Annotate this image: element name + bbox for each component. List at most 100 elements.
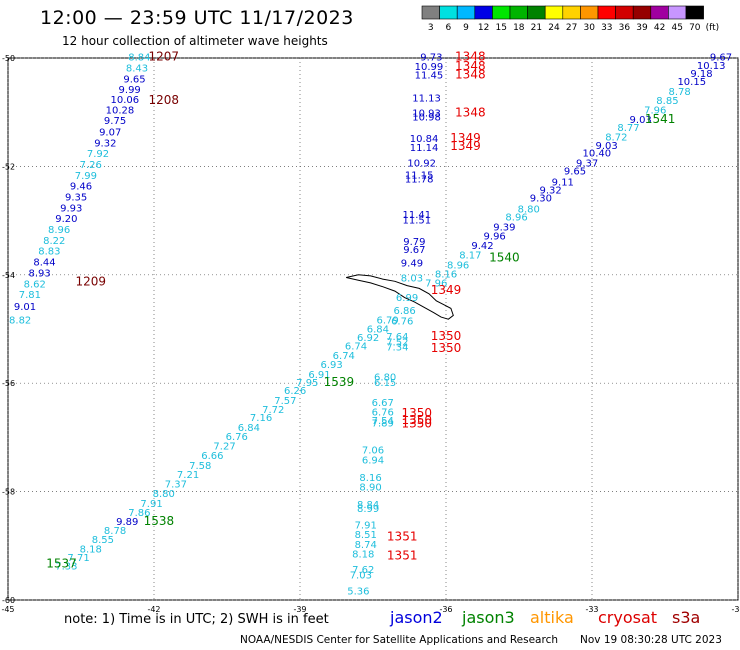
wave-height-value: 8.16 [435, 270, 457, 281]
south-georgia-coastline [346, 274, 454, 320]
colorbar-swatch [439, 5, 458, 20]
colorbar-label: 3 [428, 23, 434, 33]
wave-height-value: 6.79 [376, 316, 398, 327]
wave-height-value: 10.98 [412, 112, 441, 123]
pass-number-label: 1348 [455, 68, 486, 82]
wave-height-value: 9.46 [70, 182, 92, 193]
wave-height-value: 9.67 [710, 53, 732, 64]
pass-number-label: 1350 [402, 417, 433, 431]
wave-height-value: 9.39 [493, 222, 515, 233]
colorbar-swatch [527, 5, 546, 20]
wave-height-value: 7.95 [296, 378, 318, 389]
mission-cryosat: cryosat [598, 608, 658, 627]
colorbar-label: 12 [478, 23, 489, 33]
colorbar-label: 15 [495, 23, 506, 33]
wave-height-value: 8.18 [80, 544, 102, 555]
wave-height-value: 9.32 [94, 138, 116, 149]
footer-note: note: 1) Time is in UTC; 2) SWH is in fe… [64, 612, 329, 627]
pass-number-label: 1350 [402, 406, 433, 420]
wave-height-value: 11.41 [402, 210, 431, 221]
wave-height-value: 9.01 [14, 302, 36, 313]
pass-number-label: 1350 [402, 413, 433, 427]
longitude-tick-label: -33 [585, 605, 598, 614]
latitude-tick-label: -58 [2, 488, 15, 497]
wave-height-value: 11.13 [412, 93, 441, 104]
colorbar-swatch [492, 5, 511, 20]
wave-height-value: 7.21 [177, 470, 199, 481]
colorbar-label: 42 [654, 23, 665, 33]
wave-height-value: 6.26 [284, 386, 306, 397]
wave-height-value: 9.03 [630, 115, 652, 126]
wave-height-value: 8.85 [656, 96, 678, 107]
island-outline [346, 274, 454, 320]
pass-number-label: 1349 [450, 131, 481, 145]
wave-height-value: 8.90 [359, 483, 381, 494]
wave-height-value: 9.96 [484, 232, 506, 243]
pass-number-label: 1351 [387, 548, 418, 562]
latitude-tick-label: -56 [2, 379, 15, 388]
pass-number-label: 1208 [148, 93, 179, 107]
longitude-tick-label: -30 [731, 605, 740, 614]
wave-height-value: 8.62 [24, 279, 46, 290]
wave-height-value: 8.83 [38, 247, 60, 258]
colorbar-swatch [474, 5, 493, 20]
mission-jason2: jason2 [390, 608, 443, 627]
pass-number-label: 1539 [324, 375, 355, 389]
wave-height-value: 6.84 [238, 423, 260, 434]
wave-height-value: 11.45 [415, 71, 444, 82]
wave-height-value: 8.03 [401, 273, 423, 284]
wave-height-value: 7.52 [386, 337, 408, 348]
wave-height-value: 6.66 [201, 451, 223, 462]
wave-height-value: 10.92 [407, 158, 436, 169]
wave-height-value: 5.36 [347, 587, 369, 598]
colorbar-swatch [650, 5, 669, 20]
longitude-tick-label: -42 [147, 605, 160, 614]
longitude-tick-label: -36 [439, 605, 452, 614]
wave-height-value: 6.74 [333, 351, 355, 362]
graticule: -45 -42 -39 -36 -33 -30 -50 -52 -54 -56 -58 -60 [1, 54, 740, 614]
colorbar-swatch [615, 5, 634, 20]
wave-height-value: 11.51 [402, 215, 431, 226]
wave-height-value: 8.16 [359, 473, 381, 484]
wave-height-value: 8.74 [355, 540, 377, 551]
wave-height-value: 8.78 [668, 87, 690, 98]
longitude-tick-label: -39 [293, 605, 306, 614]
wave-height-value: 7.81 [19, 290, 41, 301]
colorbar-label: 30 [583, 23, 595, 33]
wave-height-value: 8.99 [357, 504, 379, 515]
wave-height-value: 8.22 [43, 236, 65, 247]
wave-height-value: 8.80 [153, 489, 175, 500]
latitude-tick-label: -60 [2, 596, 15, 605]
pass-labels: 1207120812091348134813481348134913491349… [46, 50, 675, 571]
longitude-tick-label: -45 [1, 605, 14, 614]
wave-height-value: 8.44 [33, 258, 55, 269]
wave-height-value: 9.35 [65, 193, 87, 204]
wave-height-value: 9.99 [119, 85, 141, 96]
colorbar-legend: 3 6 9 12 15 18 21 24 27 30 33 36 39 42 45 70 (ft) [421, 5, 719, 33]
wave-height-value: 8.55 [92, 535, 114, 546]
colorbar-label: 39 [636, 23, 648, 33]
latitude-tick-label: -50 [2, 54, 15, 63]
wave-height-value: 9.93 [60, 203, 82, 214]
wave-height-value: 7.62 [352, 565, 374, 576]
wave-height-value: 8.96 [48, 225, 70, 236]
colorbar-label: 36 [619, 23, 631, 33]
latitude-tick-label: -54 [2, 271, 15, 280]
wave-height-value: 9.30 [530, 194, 552, 205]
wave-height-value: 6.74 [345, 342, 367, 353]
wave-height-value: 7.91 [140, 499, 162, 510]
colorbar-label: 45 [671, 23, 682, 33]
wave-height-value: 7.03 [350, 570, 372, 581]
map-title: 12:00 — 23:59 UTC 11/17/2023 [40, 7, 354, 29]
wave-height-value: 9.49 [401, 259, 423, 270]
colorbar-swatch [580, 5, 599, 20]
wave-height-value: 11.78 [405, 175, 434, 186]
wave-height-value: 8.80 [518, 204, 540, 215]
wave-height-value: 9.79 [403, 237, 425, 248]
wave-height-value: 9.18 [690, 69, 712, 80]
wave-height-value: 10.93 [412, 109, 441, 120]
colorbar-label: 24 [548, 23, 560, 33]
pass-number-label: 1350 [431, 329, 462, 343]
wave-height-value: 6.76 [391, 317, 413, 328]
wave-height-value: 7.92 [87, 149, 109, 160]
